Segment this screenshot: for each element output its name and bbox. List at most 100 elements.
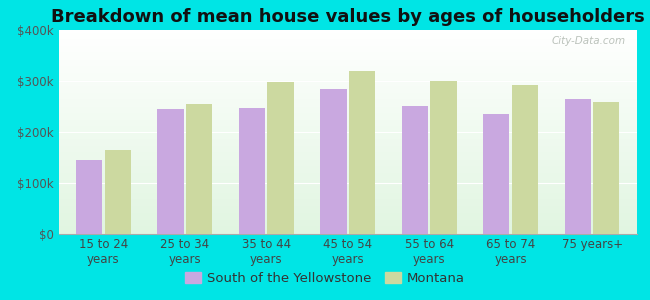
- Bar: [58, 41, 637, 42]
- Bar: [58, 144, 637, 145]
- Bar: [58, 172, 637, 173]
- Bar: [58, 224, 637, 225]
- Bar: [58, 102, 637, 104]
- Bar: [58, 74, 637, 75]
- Bar: [58, 203, 637, 204]
- Bar: [58, 56, 637, 58]
- Bar: [58, 174, 637, 175]
- Bar: [58, 198, 637, 199]
- Bar: [58, 37, 637, 38]
- Bar: [58, 162, 637, 163]
- Bar: [58, 104, 637, 106]
- Bar: [58, 160, 637, 161]
- Bar: [58, 179, 637, 180]
- Bar: [58, 192, 637, 193]
- Bar: [320, 88, 346, 234]
- Bar: [58, 109, 637, 110]
- Bar: [58, 89, 637, 90]
- Bar: [58, 106, 637, 107]
- Bar: [58, 126, 637, 127]
- Bar: [58, 35, 637, 36]
- Bar: [58, 146, 637, 147]
- Bar: [58, 176, 637, 177]
- Bar: [58, 84, 637, 85]
- Bar: [58, 143, 637, 144]
- Bar: [58, 182, 637, 183]
- Bar: [58, 81, 637, 82]
- Bar: [58, 44, 637, 45]
- Bar: [58, 66, 637, 67]
- Bar: [58, 173, 637, 174]
- Bar: [58, 72, 637, 73]
- Bar: [58, 133, 637, 134]
- Bar: [58, 52, 637, 53]
- Bar: [58, 233, 637, 234]
- Bar: [58, 190, 637, 191]
- Bar: [58, 68, 637, 69]
- Bar: [58, 43, 637, 44]
- Bar: [349, 71, 375, 234]
- Bar: [58, 136, 637, 137]
- Bar: [239, 107, 265, 234]
- Bar: [58, 127, 637, 128]
- Bar: [58, 155, 637, 157]
- Bar: [58, 129, 637, 130]
- Bar: [58, 225, 637, 226]
- Bar: [58, 36, 637, 37]
- Bar: [58, 70, 637, 71]
- Bar: [58, 228, 637, 229]
- Bar: [58, 94, 637, 95]
- Bar: [58, 227, 637, 228]
- Bar: [58, 55, 637, 56]
- Title: Breakdown of mean house values by ages of householders: Breakdown of mean house values by ages o…: [51, 8, 645, 26]
- Bar: [58, 61, 637, 63]
- Bar: [58, 186, 637, 187]
- Bar: [58, 73, 637, 74]
- Bar: [58, 76, 637, 77]
- Bar: [58, 193, 637, 194]
- Bar: [58, 40, 637, 41]
- Bar: [58, 135, 637, 136]
- Bar: [58, 78, 637, 79]
- Bar: [58, 39, 637, 40]
- Bar: [58, 181, 637, 182]
- Bar: [58, 148, 637, 149]
- Bar: [58, 147, 637, 148]
- Bar: [58, 202, 637, 203]
- Bar: [58, 184, 637, 185]
- Bar: [58, 107, 637, 109]
- Bar: [58, 204, 637, 206]
- Bar: [58, 67, 637, 68]
- Bar: [58, 32, 637, 33]
- Bar: [58, 141, 637, 142]
- Bar: [58, 214, 637, 216]
- Bar: [58, 51, 637, 52]
- Bar: [58, 201, 637, 202]
- Bar: [58, 31, 637, 32]
- Bar: [58, 34, 637, 35]
- Bar: [58, 118, 637, 119]
- Bar: [58, 90, 637, 91]
- Bar: [58, 75, 637, 76]
- Bar: [58, 46, 637, 47]
- Bar: [58, 99, 637, 101]
- Bar: [186, 104, 212, 234]
- Bar: [58, 38, 637, 39]
- Bar: [58, 149, 637, 150]
- Bar: [58, 120, 637, 121]
- Bar: [58, 50, 637, 51]
- Bar: [58, 101, 637, 102]
- Bar: [58, 121, 637, 122]
- Bar: [565, 99, 591, 234]
- Bar: [58, 153, 637, 154]
- Bar: [58, 110, 637, 111]
- Bar: [58, 139, 637, 140]
- Bar: [58, 222, 637, 223]
- Bar: [58, 134, 637, 135]
- Bar: [58, 128, 637, 129]
- Bar: [268, 82, 294, 234]
- Bar: [58, 48, 637, 50]
- Bar: [430, 81, 456, 234]
- Bar: [58, 82, 637, 83]
- Bar: [58, 195, 637, 196]
